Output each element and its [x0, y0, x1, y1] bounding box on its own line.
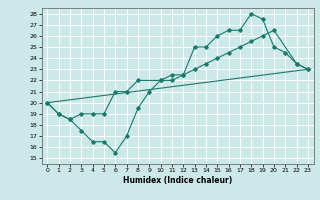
- X-axis label: Humidex (Indice chaleur): Humidex (Indice chaleur): [123, 176, 232, 185]
